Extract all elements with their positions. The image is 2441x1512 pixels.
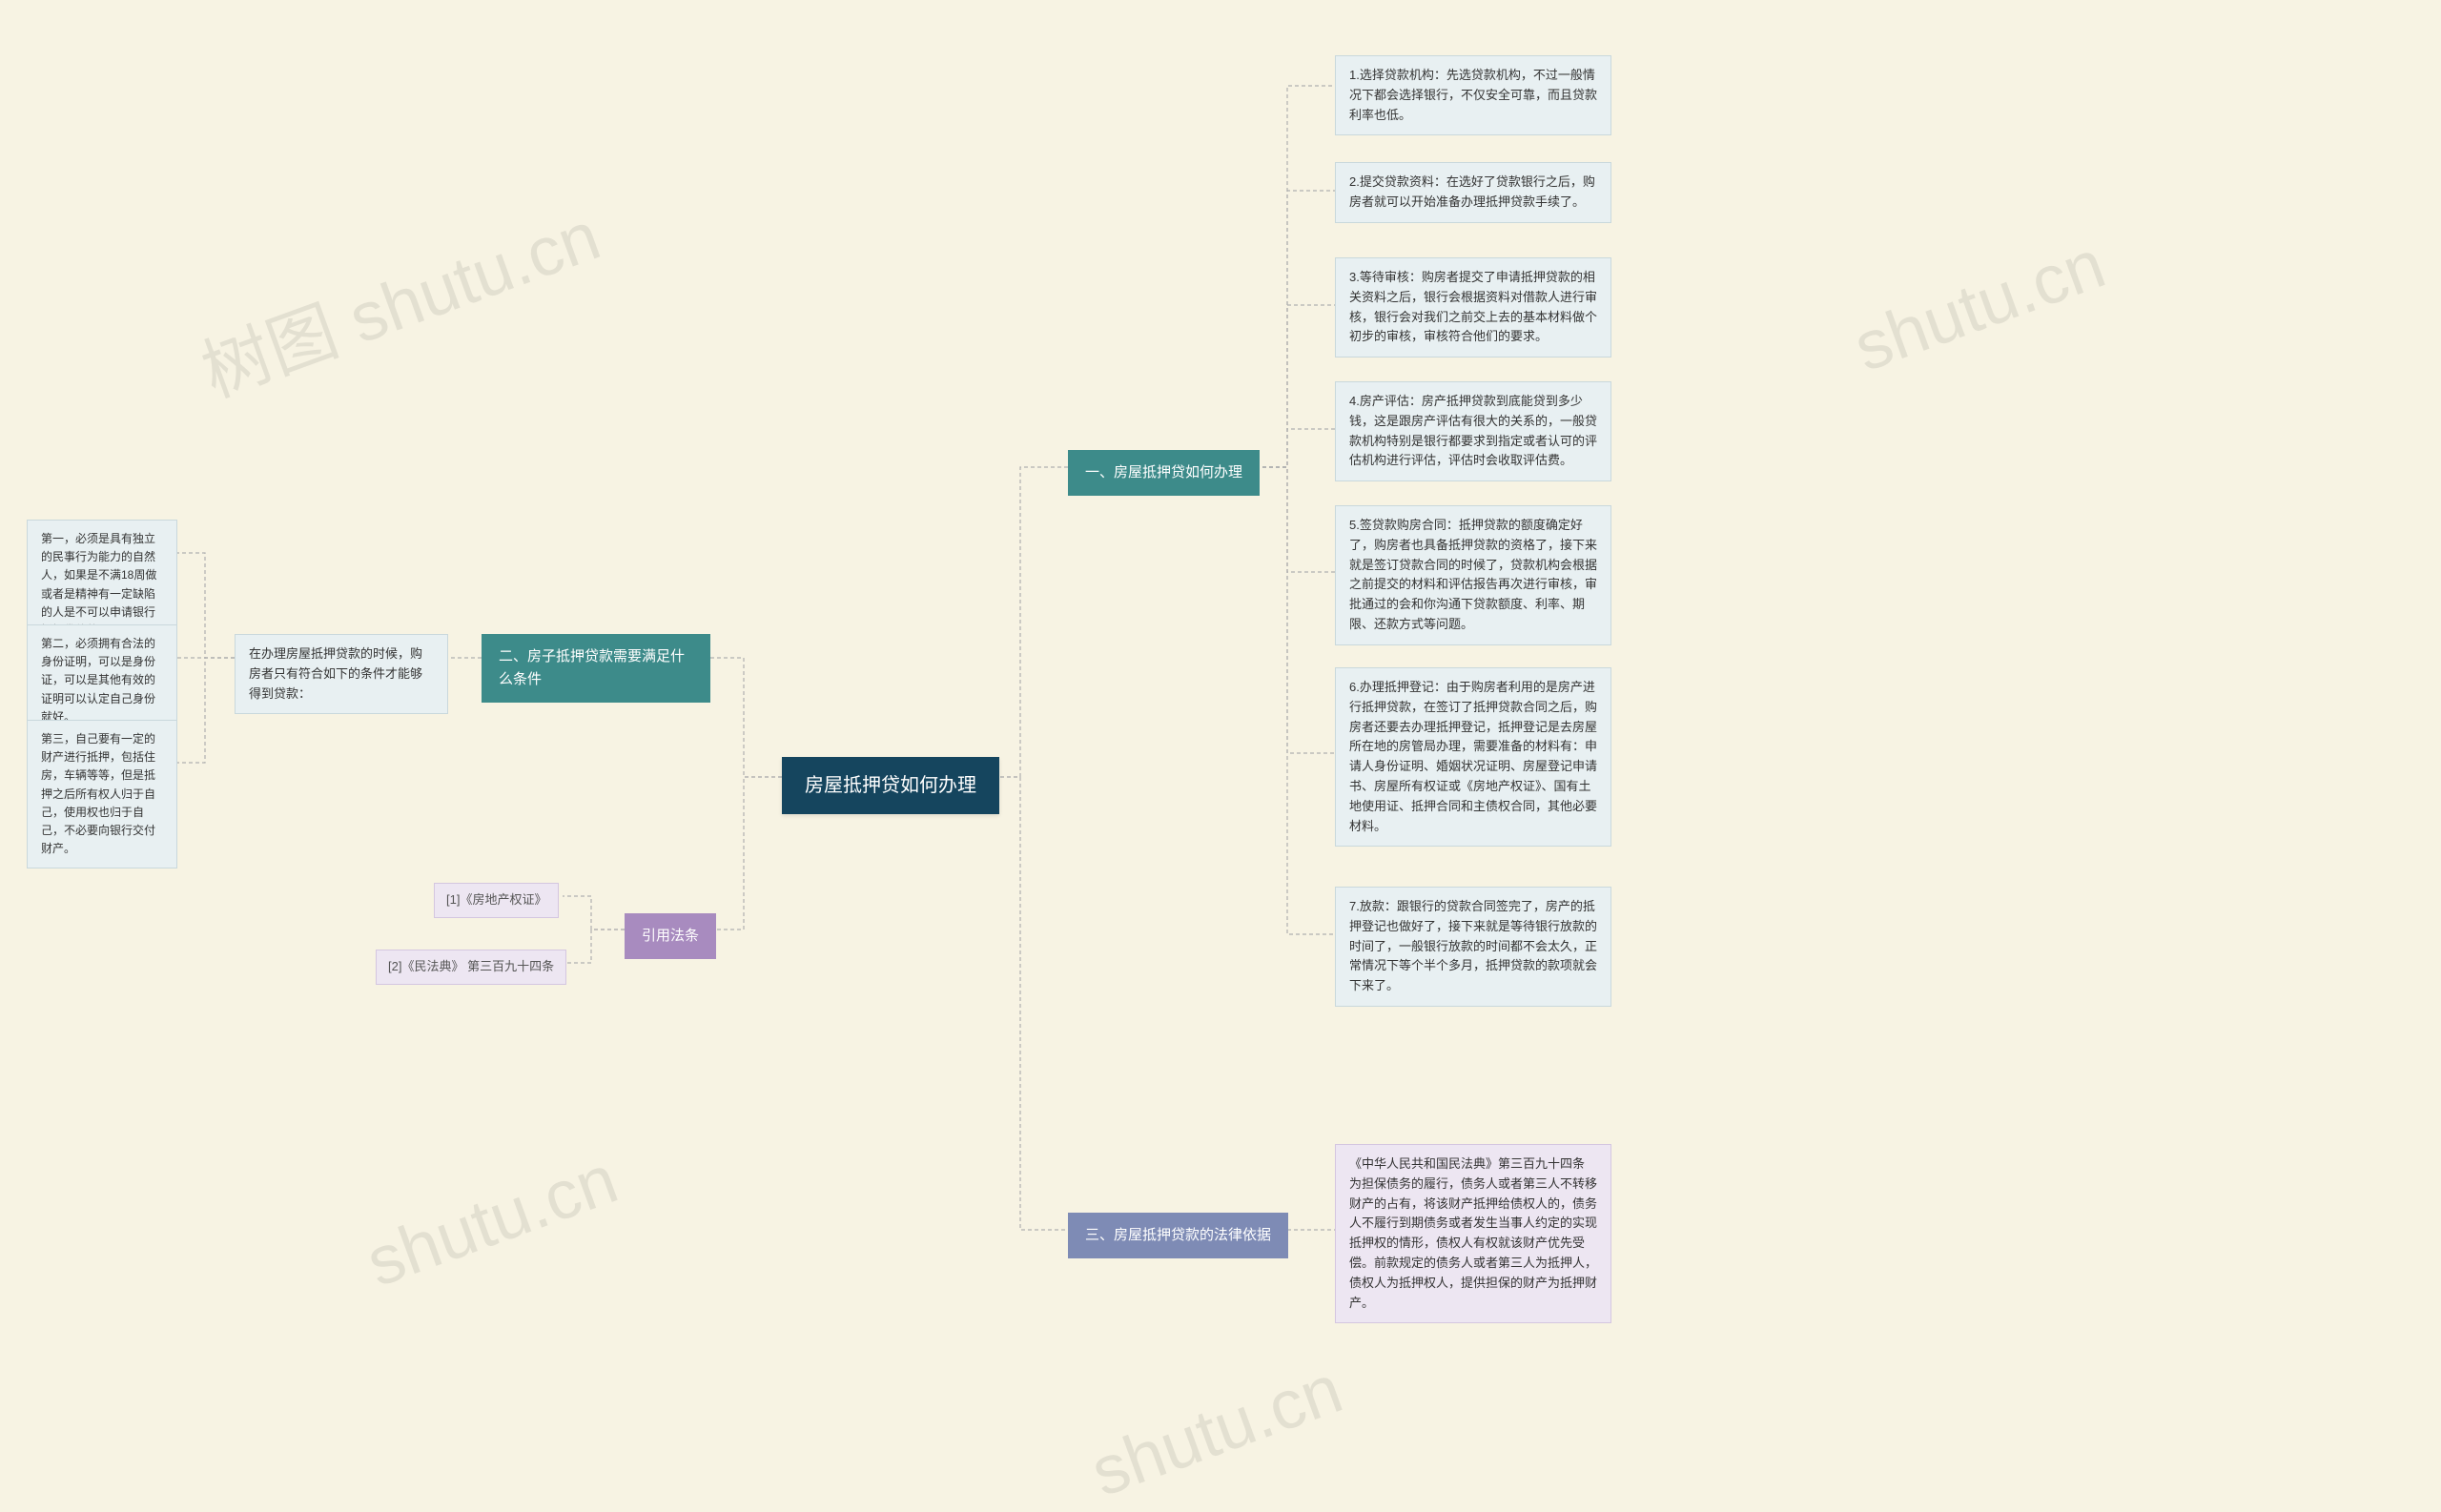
watermark-3: shutu.cn [357,1140,627,1302]
branch1-node: 一、房屋抵押贷如何办理 [1068,450,1260,496]
branch1-leaf-5: 5.签贷款购房合同：抵押贷款的额度确定好了，购房者也具备抵押贷款的资格了，接下来… [1335,505,1611,645]
watermark-4: shutu.cn [1081,1350,1352,1512]
branch1-leaf-6: 6.办理抵押登记：由于购房者利用的是房产进行抵押贷款，在签订了抵押贷款合同之后，… [1335,667,1611,847]
branch4-leaf-1: [1]《房地产权证》 [434,883,559,918]
branch4-node: 引用法条 [625,913,716,959]
branch2-leaf-3: 第三，自己要有一定的财产进行抵押，包括住房，车辆等等，但是抵押之后所有权人归于自… [27,720,177,868]
watermark-1: 树图 shutu.cn [186,180,611,417]
root-node: 房屋抵押贷如何办理 [782,757,999,814]
branch1-leaf-4: 4.房产评估：房产抵押贷款到底能贷到多少钱，这是跟房产评估有很大的关系的，一般贷… [1335,381,1611,481]
branch1-leaf-1: 1.选择贷款机构：先选贷款机构，不过一般情况下都会选择银行，不仅安全可靠，而且贷… [1335,55,1611,135]
branch1-leaf-3: 3.等待审核：购房者提交了申请抵押贷款的相关资料之后，银行会根据资料对借款人进行… [1335,257,1611,358]
branch3-leaf-1: 《中华人民共和国民法典》第三百九十四条 为担保债务的履行，债务人或者第三人不转移… [1335,1144,1611,1323]
watermark-2: shutu.cn [1844,225,2115,387]
branch3-node: 三、房屋抵押贷款的法律依据 [1068,1213,1288,1258]
branch1-leaf-2: 2.提交贷款资料：在选好了贷款银行之后，购房者就可以开始准备办理抵押贷款手续了。 [1335,162,1611,223]
branch4-leaf-2: [2]《民法典》 第三百九十四条 [376,950,566,985]
branch2-node: 二、房子抵押贷款需要满足什么条件 [482,634,710,703]
branch2-intermediate: 在办理房屋抵押贷款的时候，购房者只有符合如下的条件才能够得到贷款： [235,634,448,714]
branch1-leaf-7: 7.放款：跟银行的贷款合同签完了，房产的抵押登记也做好了，接下来就是等待银行放款… [1335,887,1611,1007]
